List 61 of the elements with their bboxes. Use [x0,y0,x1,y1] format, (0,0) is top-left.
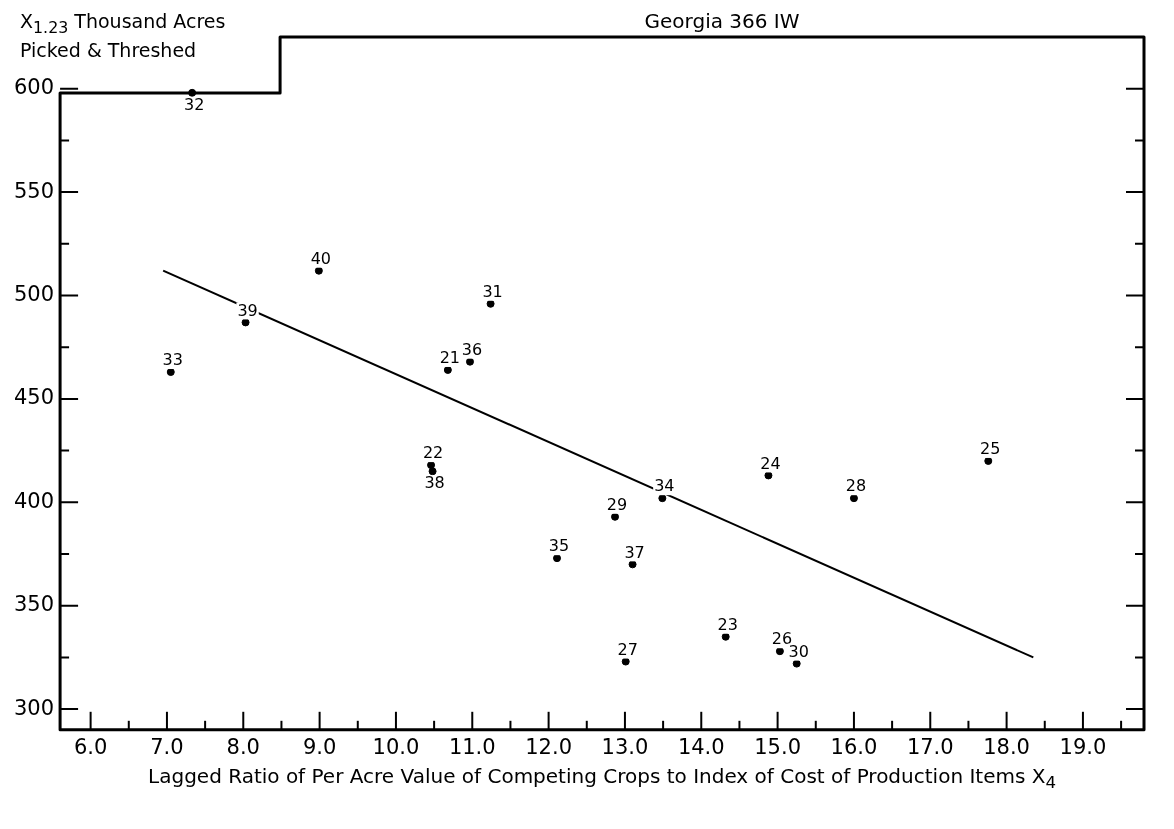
annotation: 24 [760,453,781,473]
y-tick-label: 400 [13,488,55,513]
point [465,357,474,366]
x-tick-label: 9.0 [302,734,337,759]
annotation: 28 [845,476,867,496]
x-tick-label: 12.0 [525,734,572,759]
x-tick-label: 13.0 [601,734,649,759]
y-tick-label: 500 [13,281,55,306]
x-tick-label: 8.0 [226,734,260,759]
x-tick-label: 10.0 [372,734,420,759]
point [188,88,197,97]
point [166,368,175,377]
point [658,494,667,503]
point [764,471,773,480]
y-tick-label: 350 [13,592,55,617]
annotation: 35 [548,536,570,556]
point [428,467,437,476]
annotation: 25 [980,439,1001,459]
x-tick-label: 18.0 [983,734,1030,759]
point [792,659,801,668]
point [314,266,323,275]
x-tick-label: 17.0 [906,734,954,759]
annotation: 22 [422,443,444,463]
x-tick-label: 16.0 [830,734,878,759]
x-tick-label: 6.0 [73,734,108,759]
annotation: 23 [717,614,738,634]
annotation: 38 [424,473,445,493]
x-tick-label: 11.0 [448,734,496,759]
point [621,657,630,666]
point [984,456,993,465]
annotation: 37 [624,542,645,562]
annotation: 29 [606,494,628,514]
point [553,554,562,563]
annotation: 32 [183,94,205,114]
point [849,494,858,503]
point [775,647,784,656]
chart-title: Georgia 366 IW [644,9,800,33]
x-tick-label: 14.0 [677,734,725,759]
y-axis-title: X$_{1.23}$ Thousand Acres Picked & Threshed [20,10,227,61]
y-tick-label: 600 [13,75,55,100]
point [443,365,452,374]
point [628,560,637,569]
x-tick-label: 15.0 [754,734,801,759]
annotation: 33 [162,350,183,370]
annotation: 36 [461,339,483,359]
y-tick-label: 550 [13,178,55,203]
annotation: 39 [237,300,258,320]
y-tick-label: 450 [13,385,55,410]
point [611,512,620,521]
annotation: 21 [439,348,461,368]
annotation: 40 [310,248,332,268]
annotation: 31 [482,281,503,301]
x-tick-label: 7.0 [150,734,184,759]
point [486,299,495,308]
point [241,318,250,327]
y-tick-label: 300 [13,695,55,720]
point [721,632,730,641]
x-axis-title: Lagged Ratio of Per Acre Value of Competing Crops to Index of Cost of Production Items X$_{4}$ [148,763,1057,792]
annotation: 34 [654,476,675,496]
x-tick-label: 19.0 [1059,734,1107,759]
annotation: 27 [617,639,638,659]
